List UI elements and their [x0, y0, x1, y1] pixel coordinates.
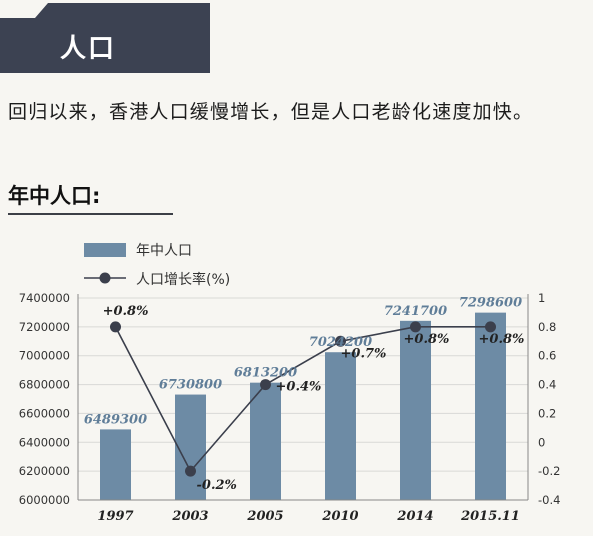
y-right-tick-label: -0.2	[538, 464, 560, 478]
bar-value-label: 6489300	[84, 412, 147, 427]
x-tick-label: 2003	[171, 509, 208, 524]
legend-label: 年中人口	[136, 243, 192, 259]
y-left-tick-label: 6800000	[19, 378, 70, 392]
y-right-tick-label: -0.4	[538, 493, 560, 507]
y-right-tick-label: 0	[538, 435, 545, 449]
legend-label: 人口增长率(%)	[136, 271, 230, 288]
section-heading: 年中人口:	[8, 184, 101, 208]
bar	[175, 394, 206, 500]
section-divider	[8, 213, 173, 215]
y-right-tick-label: 0.8	[538, 320, 556, 334]
bar-value-label: 7298600	[459, 296, 522, 311]
bar	[250, 382, 281, 500]
bar	[400, 320, 431, 500]
line-point	[260, 379, 271, 391]
line-point	[485, 321, 496, 333]
legend-bar-swatch	[84, 243, 126, 257]
x-tick-label: 2015.11	[460, 509, 520, 524]
x-tick-label: 2010	[321, 509, 358, 524]
x-tick-label: 1997	[97, 509, 133, 524]
intro-text: 回归以来，香港人口缓慢增长，但是人口老龄化速度加快。	[8, 101, 534, 123]
line-value-label: +0.8%	[404, 332, 450, 347]
line-value-label: +0.8%	[479, 332, 525, 347]
y-left-tick-label: 6200000	[19, 464, 70, 478]
line-value-label: -0.2%	[197, 478, 237, 493]
y-left-tick-label: 6400000	[19, 435, 70, 449]
legend-line-marker	[99, 272, 111, 284]
y-right-tick-label: 0.4	[538, 378, 556, 392]
x-tick-label: 2014	[396, 509, 433, 524]
line-point	[185, 465, 196, 477]
bar	[100, 429, 131, 500]
axes: 6000000 6200000 6400000 6600000 6800000 70000…	[19, 291, 561, 524]
header-banner	[0, 3, 210, 73]
page-title: 人口	[60, 34, 117, 64]
line-point	[335, 335, 346, 347]
y-left-tick-label: 7000000	[19, 349, 70, 363]
y-right-tick-label: 0.6	[538, 349, 556, 363]
bar-value-label: 7024200	[309, 335, 372, 350]
bar-value-label: 7241700	[384, 304, 447, 319]
line-point	[410, 321, 421, 333]
bar-value-label: 6730800	[159, 378, 222, 393]
y-right-tick-label: 0.2	[538, 406, 556, 420]
line-value-label: +0.7%	[341, 346, 387, 361]
y-left-tick-label: 6000000	[19, 493, 70, 507]
bar	[325, 352, 356, 500]
x-tick-label: 2005	[246, 509, 283, 524]
y-left-tick-label: 7200000	[19, 320, 70, 334]
line-value-label: +0.8%	[103, 304, 149, 319]
y-right-tick-label: 1	[538, 291, 545, 305]
bar	[475, 312, 506, 500]
line-series	[110, 321, 496, 477]
line-value-label: +0.4%	[276, 380, 322, 395]
line-point	[110, 321, 121, 333]
bar-value-label: 6813200	[234, 366, 297, 381]
y-left-tick-label: 7400000	[19, 291, 70, 305]
bar-series	[100, 312, 506, 500]
growth-rate-line	[114, 326, 491, 473]
y-left-tick-label: 6600000	[19, 406, 70, 420]
data-labels: 6489300 6730800 6813200 7024200 7241700 72986…	[84, 296, 525, 494]
grid-lines	[78, 297, 528, 501]
